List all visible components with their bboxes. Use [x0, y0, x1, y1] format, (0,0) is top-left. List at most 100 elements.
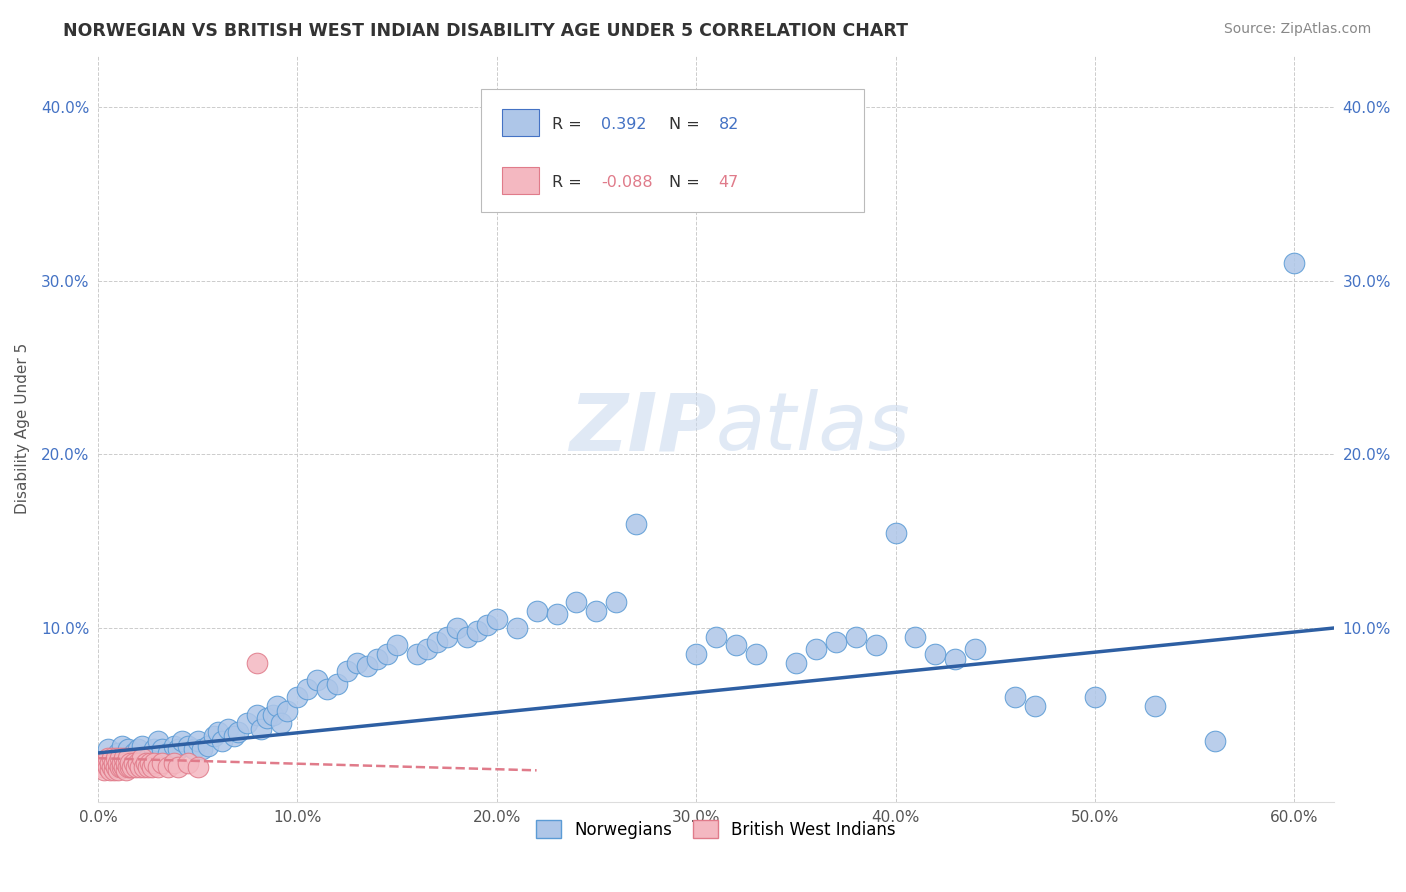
Point — [97, 751, 120, 765]
Point — [485, 612, 508, 626]
Point — [183, 742, 205, 756]
Point — [156, 760, 179, 774]
Point — [125, 760, 148, 774]
Point — [98, 756, 121, 771]
Point — [356, 659, 378, 673]
Point — [1143, 699, 1166, 714]
Point — [426, 635, 449, 649]
Point — [98, 764, 121, 778]
Point — [101, 751, 124, 765]
Point — [94, 756, 117, 771]
Text: atlas: atlas — [716, 389, 911, 467]
Point — [804, 641, 827, 656]
Point — [585, 604, 607, 618]
Point — [262, 707, 284, 722]
Point — [150, 756, 173, 771]
Text: N =: N = — [669, 118, 704, 132]
Legend: Norwegians, British West Indians: Norwegians, British West Indians — [530, 814, 903, 846]
Point — [226, 725, 249, 739]
Point — [266, 699, 288, 714]
Point — [1004, 690, 1026, 705]
Point — [104, 751, 127, 765]
Point — [97, 760, 120, 774]
Point — [865, 638, 887, 652]
Point — [97, 742, 120, 756]
Point — [965, 641, 987, 656]
Text: -0.088: -0.088 — [602, 175, 652, 190]
Point — [316, 681, 339, 696]
Point — [626, 516, 648, 531]
Point — [187, 760, 209, 774]
Point — [112, 751, 135, 765]
Point — [118, 756, 141, 771]
Point — [256, 711, 278, 725]
Point — [117, 742, 139, 756]
Point — [211, 734, 233, 748]
Point — [1284, 256, 1306, 270]
Point — [128, 760, 150, 774]
Point — [904, 630, 927, 644]
Point — [117, 760, 139, 774]
Point — [785, 656, 807, 670]
Point — [207, 725, 229, 739]
Point — [1084, 690, 1107, 705]
Point — [685, 647, 707, 661]
Point — [93, 764, 115, 778]
Point — [115, 756, 138, 771]
Point — [101, 760, 124, 774]
Point — [605, 595, 627, 609]
Point — [156, 746, 179, 760]
Point — [366, 652, 388, 666]
Point — [150, 742, 173, 756]
Point — [131, 739, 153, 753]
Point — [276, 704, 298, 718]
Text: 0.392: 0.392 — [602, 118, 647, 132]
Point — [122, 746, 145, 760]
Point — [250, 722, 273, 736]
Point — [436, 630, 458, 644]
Point — [111, 756, 134, 771]
Point — [465, 624, 488, 639]
Point — [385, 638, 408, 652]
Point — [117, 751, 139, 765]
Point — [127, 756, 149, 771]
Point — [146, 760, 169, 774]
Text: R =: R = — [551, 175, 586, 190]
Text: 82: 82 — [718, 118, 740, 132]
Point — [135, 756, 157, 771]
Point — [103, 764, 125, 778]
Point — [475, 617, 498, 632]
Point — [141, 760, 163, 774]
Y-axis label: Disability Age Under 5: Disability Age Under 5 — [15, 343, 30, 514]
Point — [107, 764, 129, 778]
Point — [142, 742, 165, 756]
Point — [132, 760, 155, 774]
Point — [297, 681, 319, 696]
Point — [285, 690, 308, 705]
Point — [163, 739, 186, 753]
Point — [146, 734, 169, 748]
Point — [375, 647, 398, 661]
Text: R =: R = — [551, 118, 586, 132]
Point — [217, 722, 239, 736]
Point — [326, 676, 349, 690]
Point — [884, 525, 907, 540]
Point — [943, 652, 966, 666]
Point — [115, 764, 138, 778]
Point — [1204, 734, 1226, 748]
Point — [406, 647, 429, 661]
Point — [346, 656, 368, 670]
Text: Source: ZipAtlas.com: Source: ZipAtlas.com — [1223, 22, 1371, 37]
Point — [107, 746, 129, 760]
Point — [170, 734, 193, 748]
Point — [122, 756, 145, 771]
Point — [724, 638, 747, 652]
Point — [111, 760, 134, 774]
Point — [924, 647, 946, 661]
Point — [142, 756, 165, 771]
Point — [190, 742, 212, 756]
Point — [118, 760, 141, 774]
Text: ZIP: ZIP — [568, 389, 716, 467]
Point — [176, 739, 198, 753]
Point — [103, 751, 125, 765]
